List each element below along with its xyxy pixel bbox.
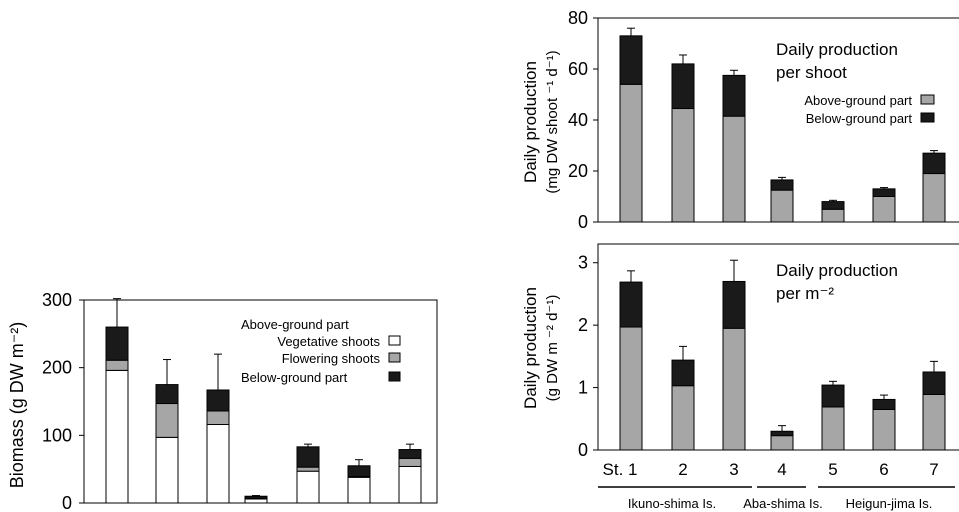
bar-0-6 xyxy=(922,393,946,451)
legend-title: Above-ground part xyxy=(241,317,349,332)
x-tick-label: 3 xyxy=(729,460,738,479)
bar-1-3 xyxy=(770,430,794,437)
bar-0-3 xyxy=(770,435,794,451)
x-tick-label: 7 xyxy=(929,460,938,479)
bar-1-0 xyxy=(105,359,129,371)
annotation-line2: per m⁻² xyxy=(776,284,834,303)
x-tick-label: 5 xyxy=(828,460,837,479)
y-axis-label: Biomass (g DW m⁻²) xyxy=(7,322,27,489)
bar-0-5 xyxy=(347,476,371,504)
bar-1-4 xyxy=(821,384,845,408)
x-tick-label: 2 xyxy=(678,460,687,479)
annotation-line1: Daily production xyxy=(776,40,898,59)
legend-label: Below-ground part xyxy=(241,370,348,385)
bar-1-0 xyxy=(619,35,643,85)
bar-1-6 xyxy=(922,152,946,175)
bar-1-3 xyxy=(770,179,794,191)
bar-0-0 xyxy=(619,83,643,223)
bar-2-4 xyxy=(296,446,320,468)
group-label: Ikuno-shima Is. xyxy=(628,496,716,511)
bar-0-6 xyxy=(922,173,946,223)
x-tick-label: St. 1 xyxy=(603,460,638,479)
bar-0-1 xyxy=(155,436,179,504)
y-axis-label-line1: Daily production xyxy=(521,61,540,183)
y-tick-label: 200 xyxy=(42,358,72,378)
bar-1-6 xyxy=(398,457,422,467)
x-tick-label: 4 xyxy=(777,460,786,479)
bar-1-1 xyxy=(671,63,695,110)
bar-2-5 xyxy=(347,465,371,478)
legend-swatch xyxy=(388,352,401,363)
y-tick-label: 20 xyxy=(568,161,588,181)
y-tick-label: 0 xyxy=(578,440,588,460)
bar-1-2 xyxy=(722,74,746,117)
y-axis-label-line2: (g DW m ⁻² d⁻¹) xyxy=(544,295,561,402)
bar-1-6 xyxy=(922,371,946,395)
bar-1-4 xyxy=(296,466,320,472)
biomass-chart: 0 100 200 300 Biomass (g DW m⁻²) Above-ground… xyxy=(7,290,438,512)
y-tick-label: 80 xyxy=(568,8,588,28)
bar-2-2 xyxy=(206,389,230,412)
bar-0-0 xyxy=(619,326,643,451)
y-tick-label: 3 xyxy=(578,253,588,273)
y-tick-label: 60 xyxy=(568,59,588,79)
bar-1-5 xyxy=(872,398,896,410)
legend-label: Above-ground part xyxy=(804,93,912,108)
bar-2-3 xyxy=(244,495,268,499)
x-tick-label: 6 xyxy=(879,460,888,479)
legend-label: Below-ground part xyxy=(806,111,913,126)
y-tick-label: 300 xyxy=(42,290,72,310)
bar-0-4 xyxy=(296,470,320,504)
bar-0-1 xyxy=(671,385,695,451)
bar-0-3 xyxy=(770,189,794,223)
bar-0-6 xyxy=(398,465,422,504)
island-groups: Ikuno-shima Is. Aba-shima Is. Heigun-jima … xyxy=(598,486,955,511)
bar-0-4 xyxy=(821,208,845,223)
bar-1-2 xyxy=(206,410,230,426)
annotation-line1: Daily production xyxy=(776,261,898,280)
y-tick-label: 40 xyxy=(568,110,588,130)
legend-label: Vegetative shoots xyxy=(277,334,380,349)
bar-2-0 xyxy=(105,326,129,361)
y-axis-label-line2: (mg DW shoot ⁻¹ d⁻¹) xyxy=(544,50,561,193)
bar-0-5 xyxy=(872,196,896,223)
y-tick-label: 2 xyxy=(578,315,588,335)
bar-1-1 xyxy=(155,403,179,438)
bar-1-1 xyxy=(671,359,695,387)
y-axis-label-line1: Daily production xyxy=(521,287,540,409)
legend-swatch xyxy=(388,335,401,346)
legend-swatch xyxy=(920,94,935,105)
bar-1-5 xyxy=(872,188,896,198)
annotation-line2: per shoot xyxy=(776,63,847,82)
group-label: Heigun-jima Is. xyxy=(846,496,933,511)
legend-label: Flowering shoots xyxy=(282,351,381,366)
bar-0-2 xyxy=(722,327,746,451)
y-tick-label: 1 xyxy=(578,378,588,398)
bar-0-5 xyxy=(872,408,896,451)
bar-1-4 xyxy=(821,201,845,210)
legend-swatch xyxy=(920,112,935,123)
bar-1-0 xyxy=(619,281,643,328)
bar-2-6 xyxy=(398,449,422,459)
y-tick-label: 0 xyxy=(578,212,588,232)
y-tick-label: 100 xyxy=(42,425,72,445)
bar-0-0 xyxy=(105,369,129,504)
y-tick-label: 0 xyxy=(62,493,72,512)
bar-1-2 xyxy=(722,280,746,329)
bar-0-3 xyxy=(244,498,268,504)
group-label: Aba-shima Is. xyxy=(743,496,822,511)
bar-2-1 xyxy=(155,384,179,405)
bar-0-1 xyxy=(671,108,695,223)
legend-swatch xyxy=(388,371,401,382)
bar-0-2 xyxy=(206,424,230,504)
bar-0-2 xyxy=(722,115,746,223)
bar-0-4 xyxy=(821,406,845,451)
